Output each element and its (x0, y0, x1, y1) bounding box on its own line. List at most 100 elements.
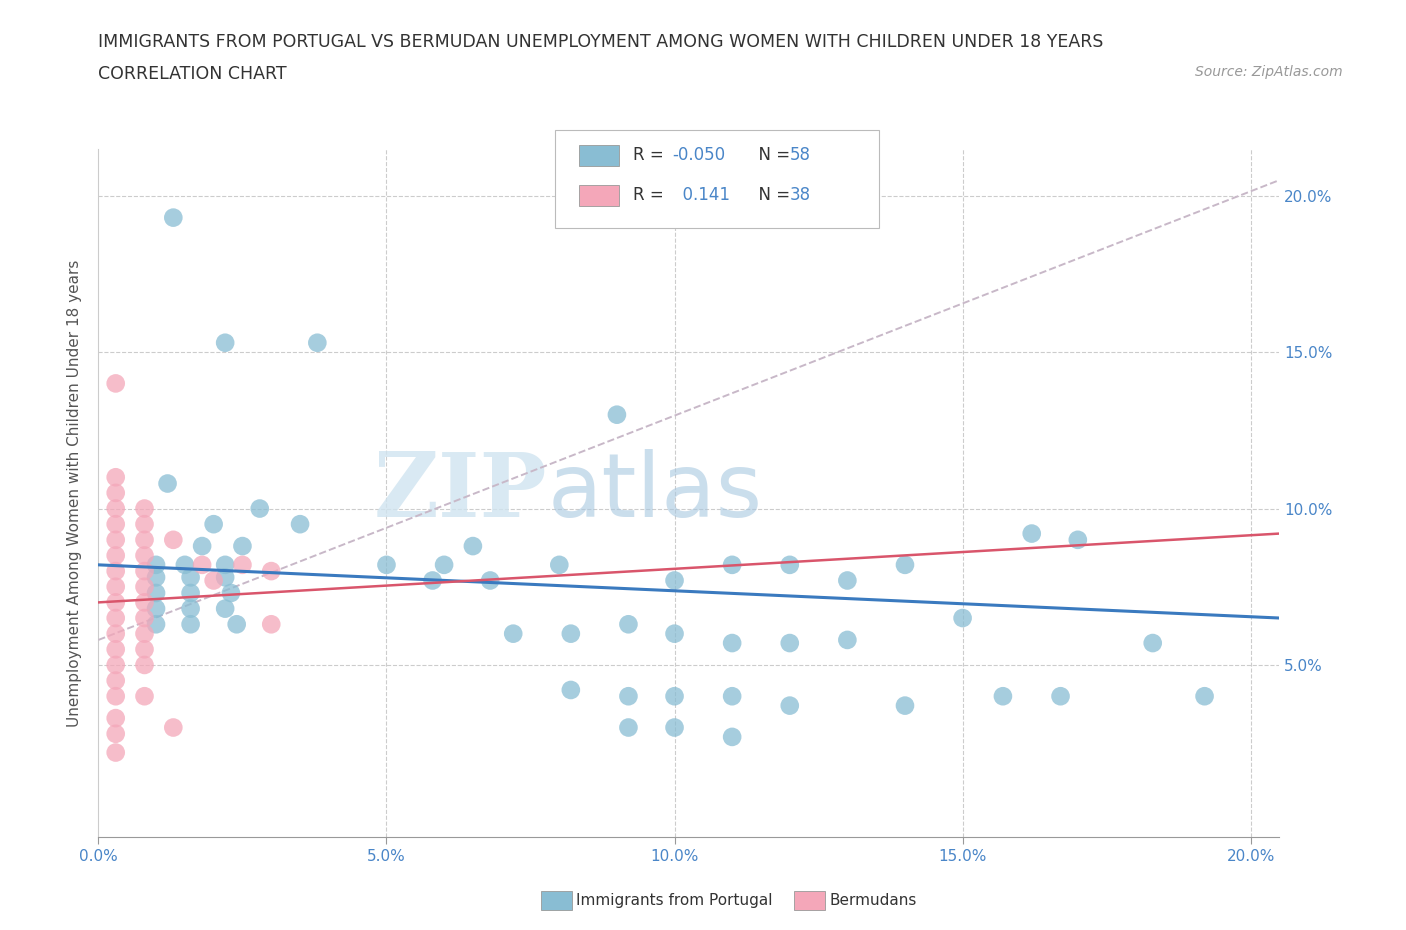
Point (1049, 689, 1071, 704)
Point (104, 658, 127, 672)
Point (104, 642, 127, 657)
Point (104, 726, 127, 741)
Point (104, 470, 127, 485)
Point (145, 601, 167, 616)
Point (134, 532, 156, 547)
Point (134, 548, 156, 563)
Text: 58: 58 (790, 146, 811, 165)
Point (202, 573, 225, 588)
Point (214, 336, 236, 351)
Point (104, 501, 127, 516)
Text: Bermudans: Bermudans (830, 893, 917, 908)
Text: Immigrants from Portugal: Immigrants from Portugal (576, 893, 773, 908)
Point (461, 538, 484, 553)
Point (145, 586, 167, 601)
Point (779, 557, 801, 572)
Text: IMMIGRANTS FROM PORTUGAL VS BERMUDAN UNEMPLOYMENT AMONG WOMEN WITH CHILDREN UNDE: IMMIGRANTS FROM PORTUGAL VS BERMUDAN UNE… (98, 33, 1104, 50)
Point (231, 538, 253, 553)
Point (664, 626, 686, 641)
Point (134, 626, 156, 641)
Point (104, 376, 127, 391)
Point (837, 573, 859, 588)
Point (837, 632, 859, 647)
Text: CORRELATION CHART: CORRELATION CHART (98, 65, 287, 83)
Point (1067, 532, 1090, 547)
Text: R =: R = (633, 186, 669, 205)
Point (173, 557, 195, 572)
Point (162, 210, 184, 225)
Point (180, 601, 202, 616)
Point (156, 476, 179, 491)
Point (502, 626, 524, 641)
Point (214, 601, 236, 616)
Point (134, 658, 156, 672)
Point (664, 573, 686, 588)
Point (214, 557, 236, 572)
Point (104, 548, 127, 563)
Point (134, 517, 156, 532)
Point (145, 617, 167, 631)
Point (134, 564, 156, 578)
Text: atlas: atlas (547, 449, 762, 537)
Text: N =: N = (748, 146, 796, 165)
Point (104, 626, 127, 641)
Text: R =: R = (633, 146, 669, 165)
Point (548, 557, 571, 572)
Point (375, 557, 398, 572)
Point (225, 617, 247, 631)
Point (134, 642, 156, 657)
Point (104, 564, 127, 578)
Point (104, 517, 127, 532)
Point (104, 579, 127, 594)
Point (952, 611, 974, 626)
Point (249, 501, 271, 516)
Point (479, 573, 502, 588)
Point (664, 720, 686, 735)
Point (894, 698, 917, 713)
Point (180, 570, 202, 585)
Point (162, 532, 184, 547)
Text: ZIP: ZIP (374, 449, 547, 537)
Point (134, 595, 156, 610)
Point (307, 336, 329, 351)
Point (104, 595, 127, 610)
Point (104, 611, 127, 626)
Point (191, 557, 214, 572)
Point (134, 501, 156, 516)
Point (991, 689, 1014, 704)
Point (1142, 635, 1164, 650)
Point (134, 689, 156, 704)
Point (191, 538, 214, 553)
Point (721, 635, 744, 650)
Y-axis label: Unemployment Among Women with Children Under 18 years: Unemployment Among Women with Children U… (67, 259, 83, 726)
Point (145, 557, 167, 572)
Point (219, 586, 242, 601)
Text: 0.141: 0.141 (672, 186, 730, 205)
Point (894, 557, 917, 572)
Point (104, 673, 127, 688)
Point (134, 611, 156, 626)
Point (617, 689, 640, 704)
Point (779, 635, 801, 650)
Point (1021, 526, 1043, 541)
Point (231, 557, 253, 572)
Point (560, 683, 582, 698)
Text: Source: ZipAtlas.com: Source: ZipAtlas.com (1195, 65, 1343, 79)
Point (1194, 689, 1216, 704)
Point (721, 689, 744, 704)
Point (433, 557, 456, 572)
Point (664, 689, 686, 704)
Point (202, 517, 225, 532)
Point (721, 729, 744, 744)
Point (134, 579, 156, 594)
Point (422, 573, 444, 588)
Point (617, 617, 640, 631)
Text: N =: N = (748, 186, 796, 205)
Point (260, 617, 283, 631)
Point (288, 517, 311, 532)
Point (180, 617, 202, 631)
Point (104, 711, 127, 725)
Point (721, 557, 744, 572)
Point (617, 720, 640, 735)
Point (104, 485, 127, 500)
